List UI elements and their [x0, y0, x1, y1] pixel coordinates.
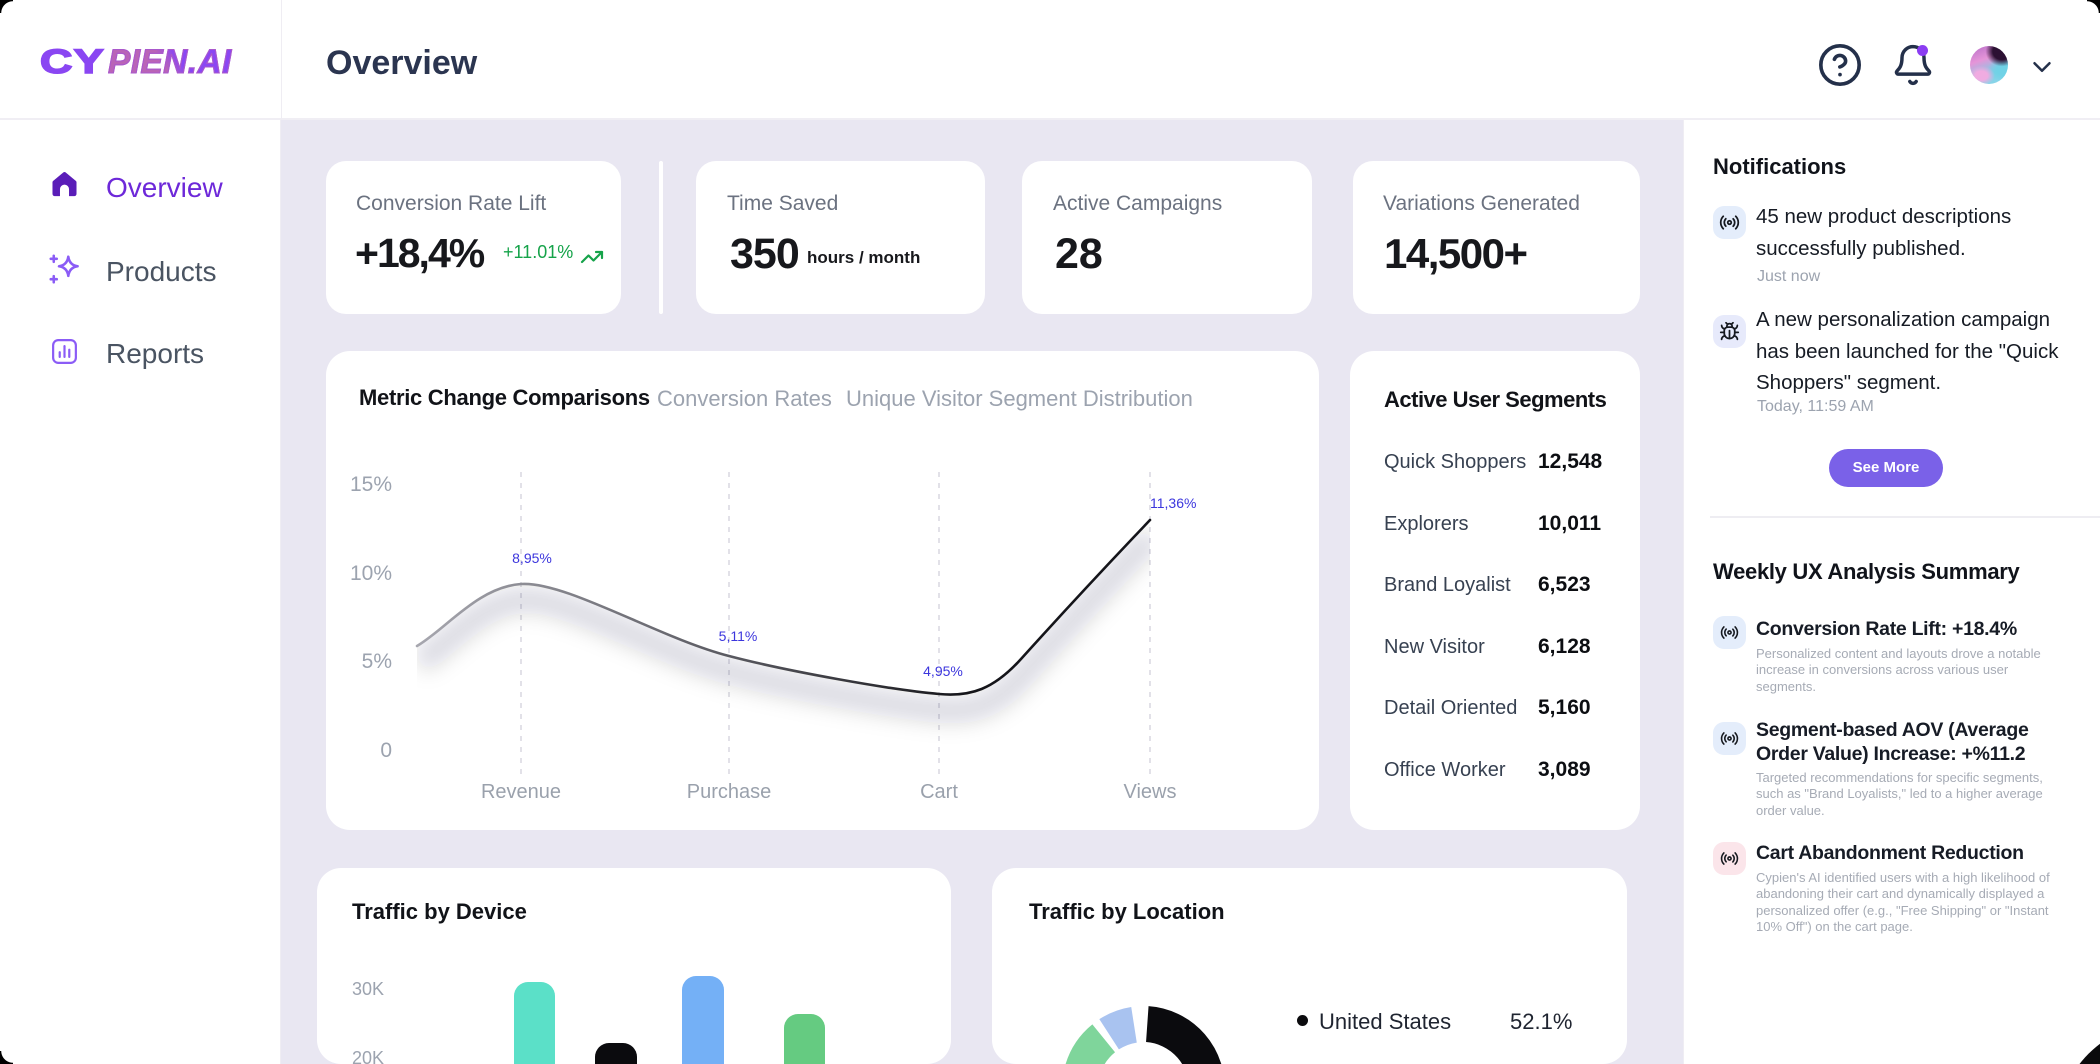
svg-text:5%: 5%: [362, 650, 392, 673]
svg-text:0: 0: [380, 739, 392, 762]
svg-text:15%: 15%: [350, 473, 392, 496]
svg-text:Cart: Cart: [920, 781, 958, 803]
svg-text:5,11%: 5,11%: [719, 628, 758, 644]
svg-text:10%: 10%: [350, 562, 392, 585]
svg-text:Revenue: Revenue: [481, 781, 561, 803]
svg-text:Views: Views: [1124, 781, 1177, 803]
svg-text:4,95%: 4,95%: [923, 663, 963, 679]
svg-text:Purchase: Purchase: [687, 781, 772, 803]
svg-text:11,36%: 11,36%: [1150, 495, 1196, 511]
svg-text:8,95%: 8,95%: [512, 550, 552, 566]
